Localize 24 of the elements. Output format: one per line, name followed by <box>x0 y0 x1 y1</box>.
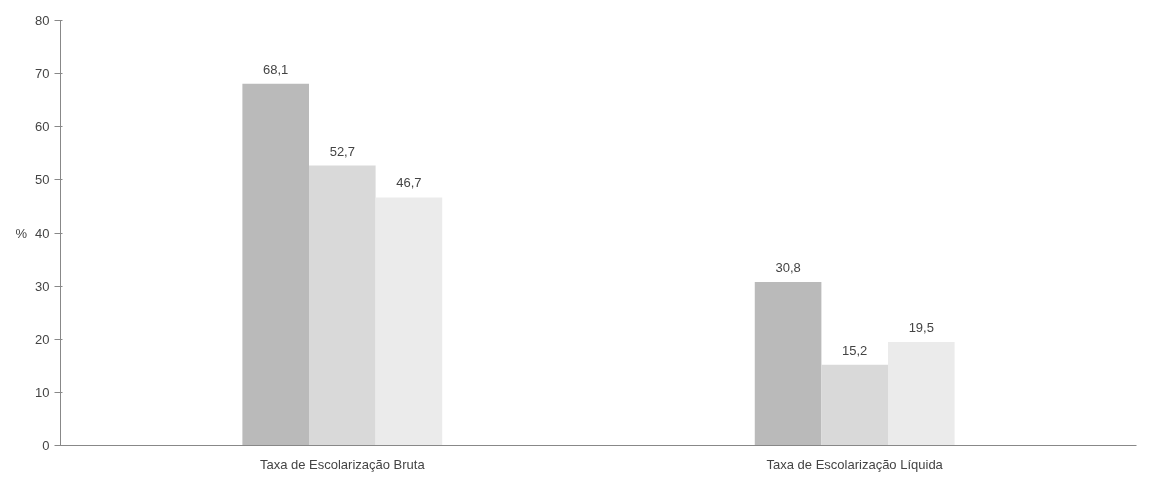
y-tick-label: 50 <box>35 172 50 188</box>
y-tick-label: 30 <box>35 278 50 294</box>
y-tick-label: 80 <box>35 13 50 28</box>
bar <box>888 341 955 446</box>
bar <box>375 197 443 446</box>
data-label: 19,5 <box>908 319 934 335</box>
x-tick-label: Taxa de Escolarização Líquida <box>766 456 944 472</box>
y-axis-title: % <box>15 225 28 241</box>
y-tick-label: 70 <box>35 66 50 82</box>
data-label: 15,2 <box>842 342 868 358</box>
x-tick-label: Taxa de Escolarização Bruta <box>259 456 426 472</box>
data-label: 30,8 <box>775 259 801 275</box>
y-tick-label: 20 <box>35 331 50 347</box>
bar <box>242 83 309 446</box>
data-label: 68,1 <box>263 61 289 77</box>
y-tick-label: 60 <box>35 119 50 135</box>
y-tick-label: 10 <box>35 384 50 400</box>
bar <box>309 165 376 446</box>
y-tick-label: 40 <box>35 225 50 241</box>
y-tick-label: 0 <box>42 438 50 453</box>
bar <box>754 281 822 446</box>
data-label: 46,7 <box>396 175 422 191</box>
bar <box>821 364 888 446</box>
data-label: 52,7 <box>329 143 355 159</box>
